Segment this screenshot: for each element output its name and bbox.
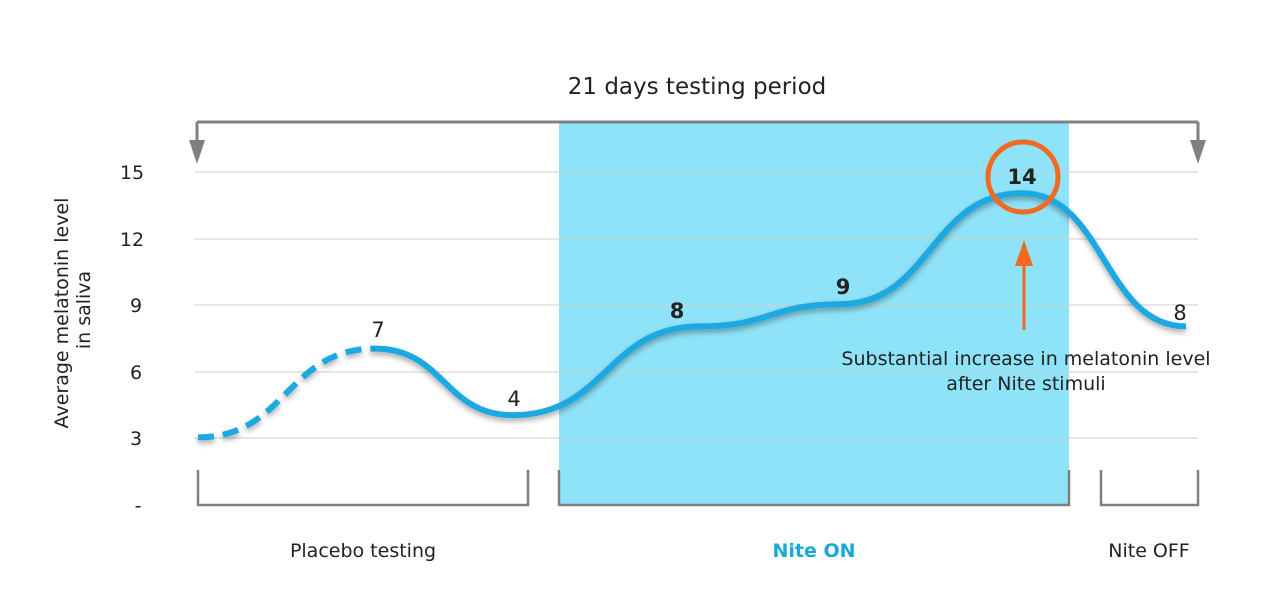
annotation-line2: after Nite stimuli	[946, 373, 1105, 395]
melatonin-line	[374, 190, 1187, 419]
bracket-nite-off	[1099, 470, 1200, 507]
phase-brackets	[196, 470, 1200, 507]
phase-label-nite-on: Nite ON	[772, 540, 855, 562]
bracket-placebo	[196, 470, 530, 507]
chart-title: 21 days testing period	[568, 74, 827, 100]
y-ticks: - 3 6 9 12 15	[120, 162, 144, 517]
annotation-line1: Substantial increase in melatonin level	[841, 348, 1210, 370]
period-arrow-left-head	[189, 140, 205, 164]
point-label: 8	[1173, 301, 1186, 325]
point-label: 9	[836, 275, 851, 299]
y-tick: 6	[130, 362, 142, 384]
y-tick: 12	[120, 229, 144, 251]
y-tick: -	[135, 495, 142, 517]
peak-highlight-circle	[985, 139, 1061, 215]
bracket-nite-on	[557, 470, 1071, 507]
point-label: 7	[371, 318, 384, 342]
y-axis-label-line1: Average melatonin level	[51, 198, 73, 429]
peak-point-label: 14	[1007, 165, 1036, 189]
nite-on-band	[559, 121, 1069, 506]
y-tick: 15	[120, 162, 144, 184]
point-label: 4	[507, 387, 520, 411]
period-arrow-right-head	[1190, 140, 1206, 164]
y-tick: 9	[130, 295, 142, 317]
phase-label-nite-off: Nite OFF	[1108, 540, 1189, 562]
annotation-arrow-head	[1015, 240, 1033, 266]
y-tick: 3	[130, 428, 142, 450]
phase-label-placebo: Placebo testing	[290, 540, 436, 562]
point-label: 8	[670, 299, 685, 323]
y-axis-label-line2: in saliva	[73, 271, 95, 349]
gridlines	[195, 171, 1198, 439]
y-axis-label: Average melatonin level in saliva	[51, 192, 95, 429]
placebo-dashed-line	[197, 345, 376, 441]
